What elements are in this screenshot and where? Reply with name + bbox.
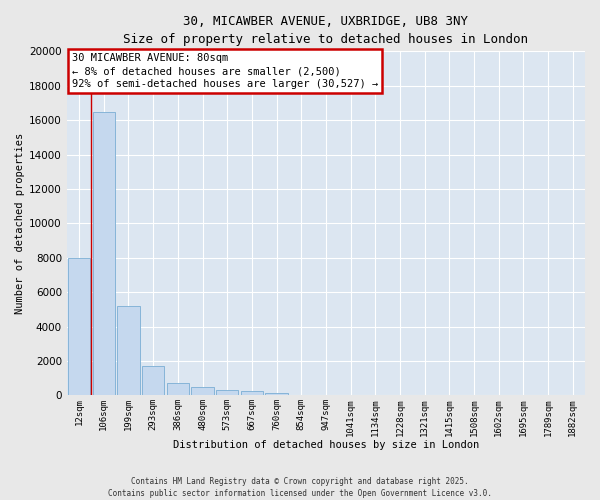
Text: 30 MICAWBER AVENUE: 80sqm
← 8% of detached houses are smaller (2,500)
92% of sem: 30 MICAWBER AVENUE: 80sqm ← 8% of detach…	[72, 53, 378, 90]
Bar	[191, 387, 214, 396]
Y-axis label: Number of detached properties: Number of detached properties	[15, 133, 25, 314]
Bar	[241, 392, 263, 396]
Bar	[216, 390, 238, 396]
Bar	[92, 112, 115, 396]
X-axis label: Distribution of detached houses by size in London: Distribution of detached houses by size …	[173, 440, 479, 450]
Bar	[68, 258, 90, 396]
Bar	[265, 394, 287, 396]
Bar	[142, 366, 164, 396]
Bar	[118, 306, 140, 396]
Title: 30, MICAWBER AVENUE, UXBRIDGE, UB8 3NY
Size of property relative to detached hou: 30, MICAWBER AVENUE, UXBRIDGE, UB8 3NY S…	[124, 15, 529, 46]
Text: Contains HM Land Registry data © Crown copyright and database right 2025.
Contai: Contains HM Land Registry data © Crown c…	[108, 476, 492, 498]
Bar	[167, 382, 189, 396]
